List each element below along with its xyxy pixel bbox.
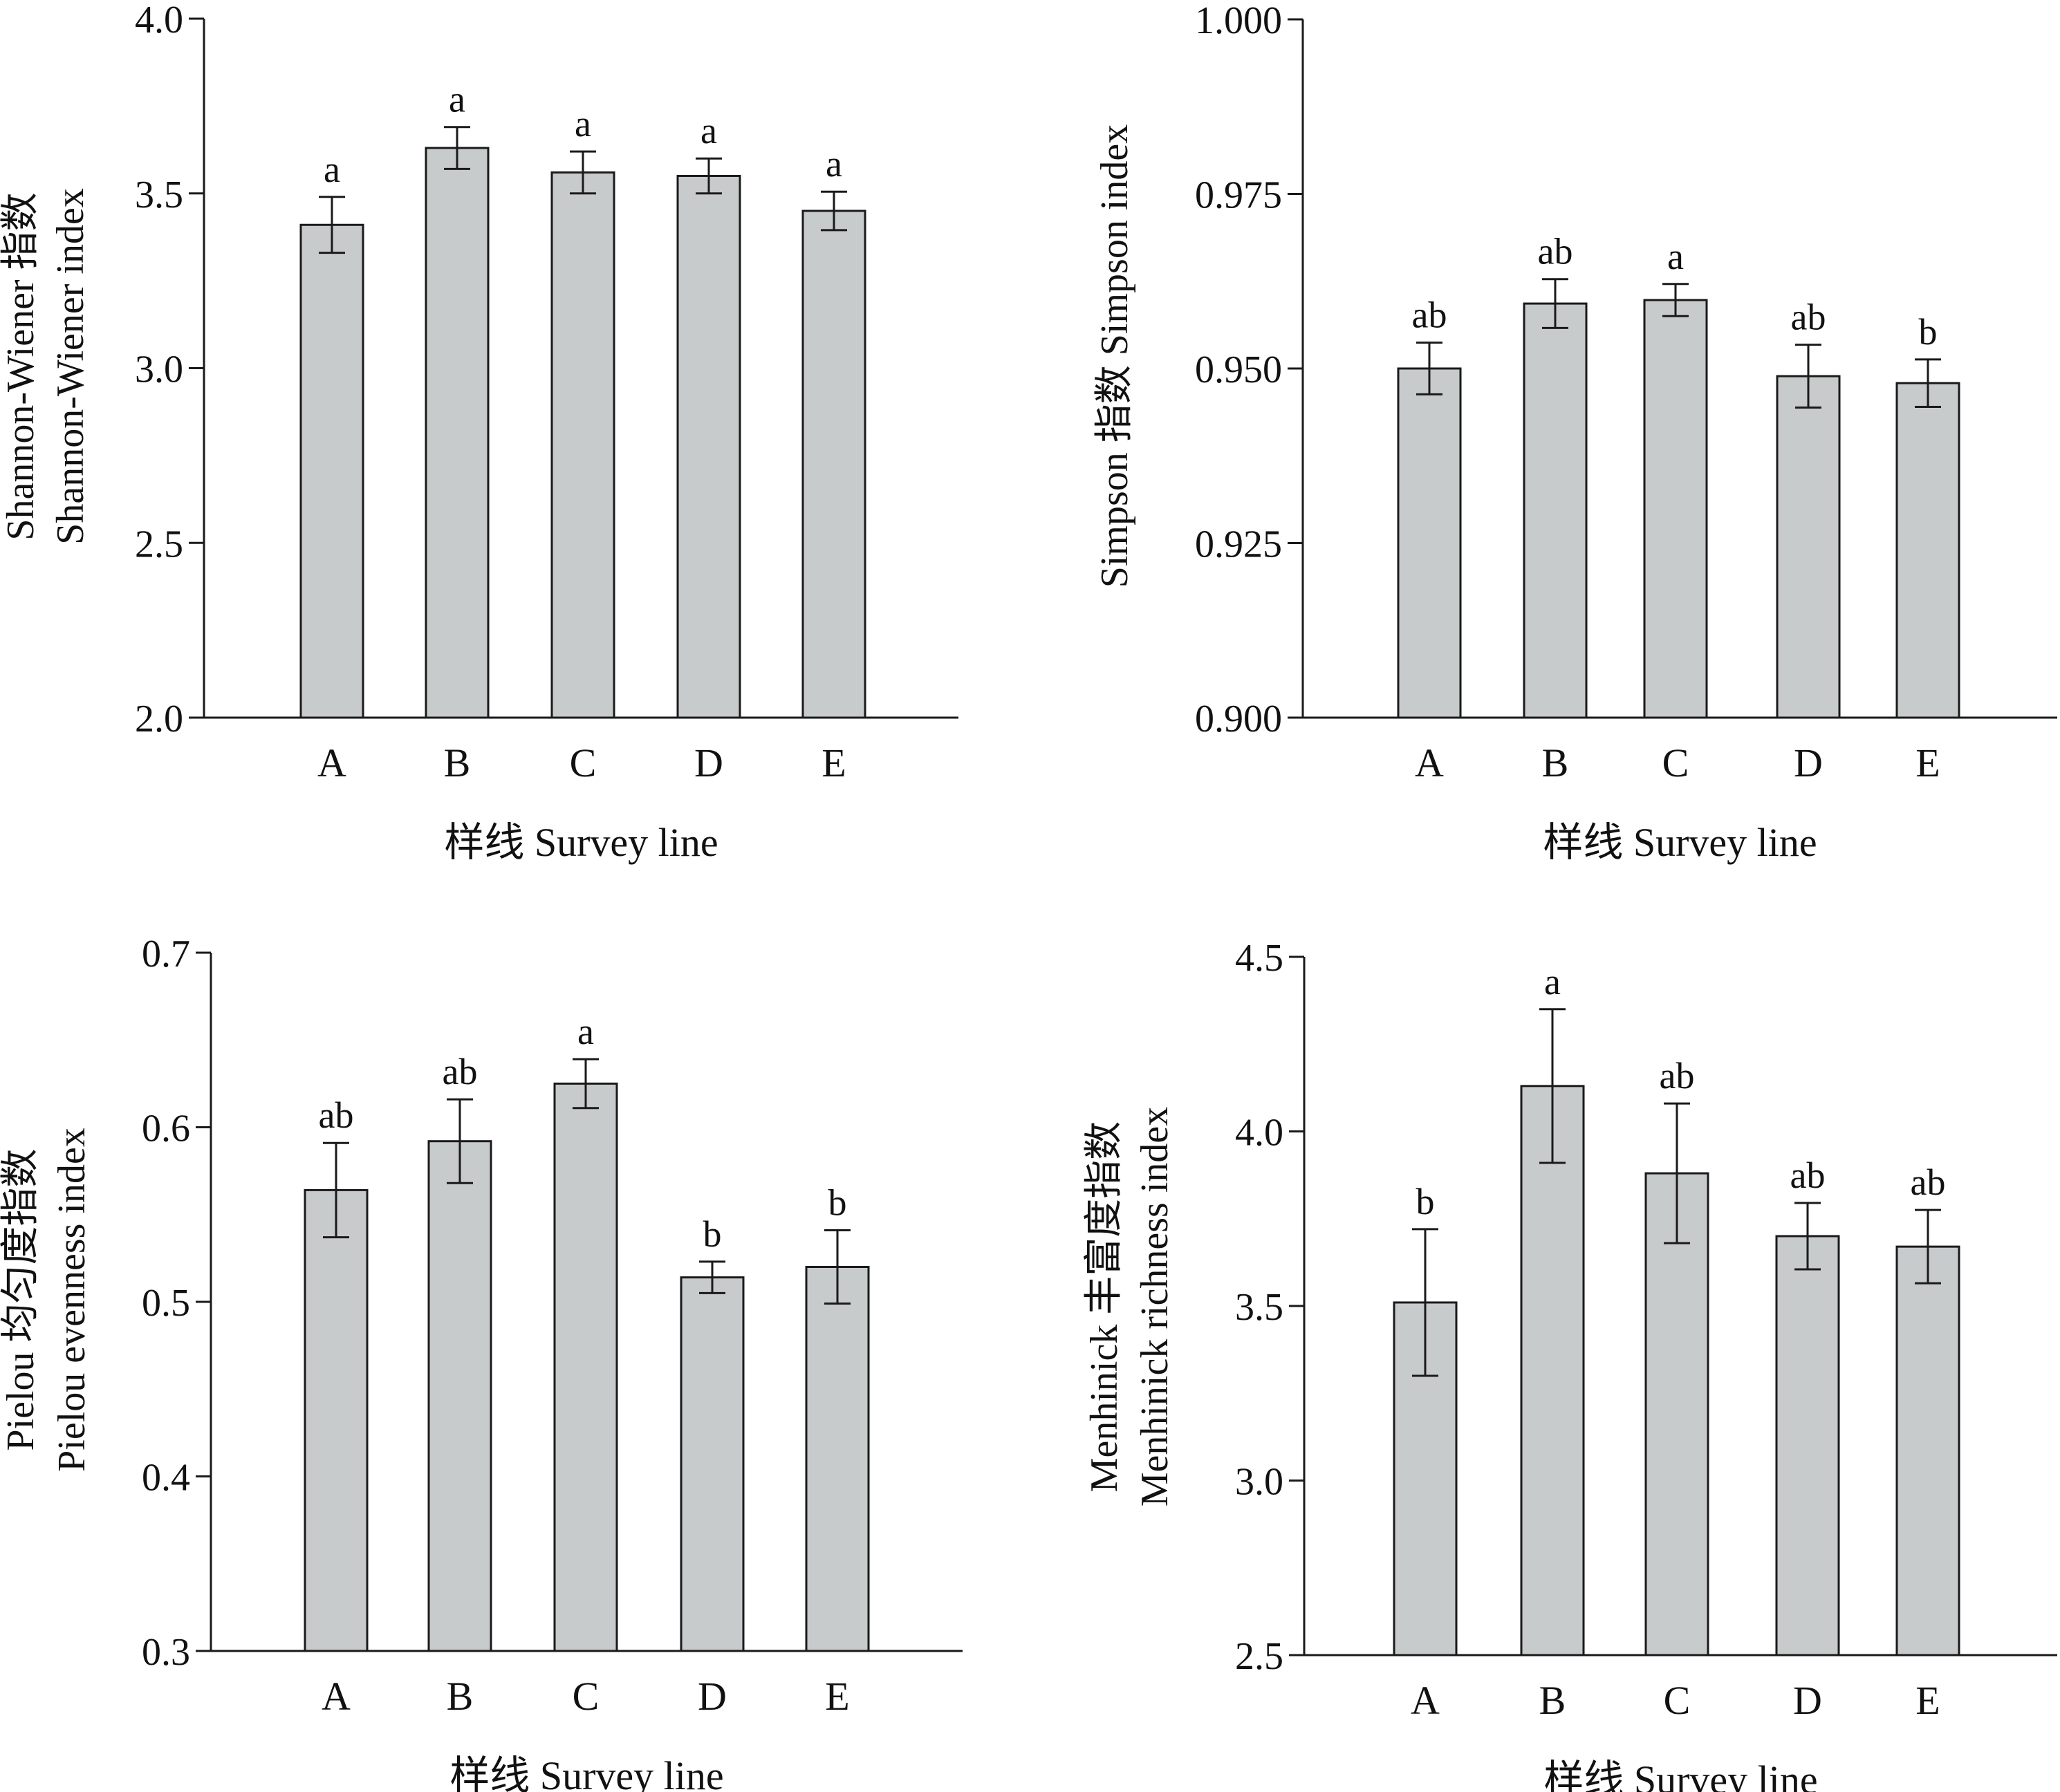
significance-label-C: a	[1667, 236, 1684, 277]
y-axis-title: Pielou 均匀度指数	[0, 1148, 42, 1450]
y-tick-label: 0.3	[142, 1631, 190, 1674]
y-tick-label: 1.000	[1195, 0, 1282, 42]
x-axis-title: 样线 Survey line	[1543, 1757, 1817, 1792]
y-tick-label: 0.7	[142, 933, 190, 976]
significance-label-C: a	[575, 103, 591, 144]
bar-C	[553, 1082, 618, 1652]
x-axis-title: 样线 Survey line	[444, 820, 718, 865]
y-tick-label: 4.0	[135, 0, 183, 41]
y-axis-title: Shannon-Wiener 指数	[0, 192, 42, 540]
bar-B	[427, 1140, 492, 1652]
x-tick-label-E: E	[825, 1674, 849, 1719]
bar-C	[1643, 299, 1708, 719]
y-tick-label: 0.975	[1195, 174, 1282, 217]
bar-C	[550, 171, 615, 719]
y-tick-label: 2.5	[1235, 1635, 1283, 1678]
significance-label-D: ab	[1791, 297, 1826, 338]
x-tick-label-E: E	[1915, 740, 1940, 785]
x-tick-label-C: C	[573, 1674, 600, 1719]
y-tick-label: 0.4	[142, 1457, 190, 1500]
x-tick-label-B: B	[1539, 1678, 1566, 1723]
bar-D	[680, 1276, 745, 1652]
bar-E	[1895, 1245, 1960, 1656]
x-tick-label-C: C	[570, 740, 597, 785]
y-tick-label: 3.5	[135, 174, 183, 216]
x-tick-label-B: B	[444, 740, 471, 785]
y-tick-label: 3.0	[1235, 1461, 1283, 1504]
bar-A	[299, 223, 364, 719]
significance-label-A: ab	[1412, 295, 1447, 336]
x-tick-label-C: C	[1664, 1678, 1691, 1723]
y-tick-label: 4.0	[1235, 1112, 1283, 1155]
significance-label-D: ab	[1790, 1155, 1826, 1196]
bar-B	[1520, 1085, 1585, 1656]
x-tick-label-C: C	[1662, 740, 1689, 785]
chart-panel-bottom-right: 2.5 3.0 3.5 4.0 4.5 b Aa Bab Cab Dab E 样线 Survey li…	[1083, 937, 2057, 1792]
y-tick-label: 0.6	[142, 1108, 190, 1150]
significance-label-A: b	[1416, 1181, 1435, 1222]
x-tick-label-A: A	[1411, 1678, 1440, 1723]
y-axis-title: Simpson 指数 Simpson index	[1093, 124, 1136, 588]
x-tick-label-D: D	[698, 1674, 727, 1719]
x-tick-label-B: B	[1542, 740, 1569, 785]
x-tick-label-A: A	[317, 740, 346, 785]
bar-A	[1397, 367, 1462, 719]
significance-label-E: b	[828, 1182, 847, 1223]
significance-label-A: ab	[319, 1094, 354, 1136]
chart-panel-top-left: 2.0 2.5 3.0 3.5 4.0 a Aa Ba Ca Da E 样线 Survey line S…	[0, 0, 958, 865]
significance-label-D: b	[703, 1213, 722, 1255]
bar-E	[805, 1266, 870, 1652]
bar-D	[1776, 375, 1841, 719]
bar-E	[801, 209, 866, 719]
x-tick-label-B: B	[447, 1674, 474, 1719]
significance-label-E: b	[1919, 311, 1938, 353]
x-axis-title: 样线 Survey line	[449, 1753, 723, 1792]
x-axis-title: 样线 Survey line	[1543, 820, 1817, 865]
y-axis-title: Shannon-Wiener index	[49, 188, 92, 545]
chart-panel-bottom-left: 0.3 0.4 0.5 0.6 0.7 ab Aab Ba Cb Db E 样线 Survey lin…	[0, 933, 963, 1792]
x-tick-label-D: D	[694, 740, 723, 785]
bar-D	[1775, 1235, 1840, 1656]
x-tick-label-D: D	[1793, 1678, 1822, 1723]
y-tick-label: 0.950	[1195, 348, 1282, 391]
x-tick-label-A: A	[1415, 740, 1444, 785]
y-tick-label: 3.5	[1235, 1286, 1283, 1329]
y-tick-label: 2.0	[135, 698, 183, 740]
y-axis-title: Pielou evenness index	[50, 1128, 93, 1472]
y-tick-label: 0.925	[1195, 523, 1282, 566]
y-tick-label: 4.5	[1235, 937, 1283, 980]
bar-A	[304, 1188, 369, 1652]
bar-D	[676, 174, 741, 719]
significance-label-B: a	[1544, 961, 1561, 1002]
significance-label-C: ab	[1660, 1055, 1695, 1096]
significance-label-C: a	[577, 1011, 594, 1052]
bar-B	[425, 147, 490, 719]
y-tick-label: 3.0	[135, 348, 183, 391]
bar-C	[1644, 1172, 1709, 1656]
y-axis-title: Menhinick 丰富度指数	[1083, 1121, 1126, 1493]
significance-label-E: a	[826, 143, 842, 185]
y-tick-label: 0.900	[1195, 698, 1282, 740]
x-tick-label-E: E	[1915, 1678, 1940, 1723]
significance-label-E: ab	[1911, 1161, 1946, 1203]
significance-label-A: a	[324, 149, 340, 190]
chart-panel-top-right: 0.900 0.925 0.950 0.975 1.000 ab Aab Ba Cab Db E 样线…	[1093, 0, 2057, 865]
bar-B	[1523, 302, 1588, 719]
x-tick-label-E: E	[822, 740, 846, 785]
y-tick-label: 2.5	[135, 523, 183, 566]
significance-label-B: a	[449, 79, 465, 120]
significance-label-D: a	[700, 110, 717, 151]
x-tick-label-A: A	[322, 1674, 351, 1719]
bar-E	[1895, 382, 1960, 719]
y-tick-label: 0.5	[142, 1282, 190, 1325]
significance-label-B: ab	[443, 1051, 478, 1092]
x-tick-label-D: D	[1794, 740, 1823, 785]
y-axis-title: Menhinick richness index	[1133, 1107, 1176, 1507]
significance-label-B: ab	[1538, 231, 1573, 272]
